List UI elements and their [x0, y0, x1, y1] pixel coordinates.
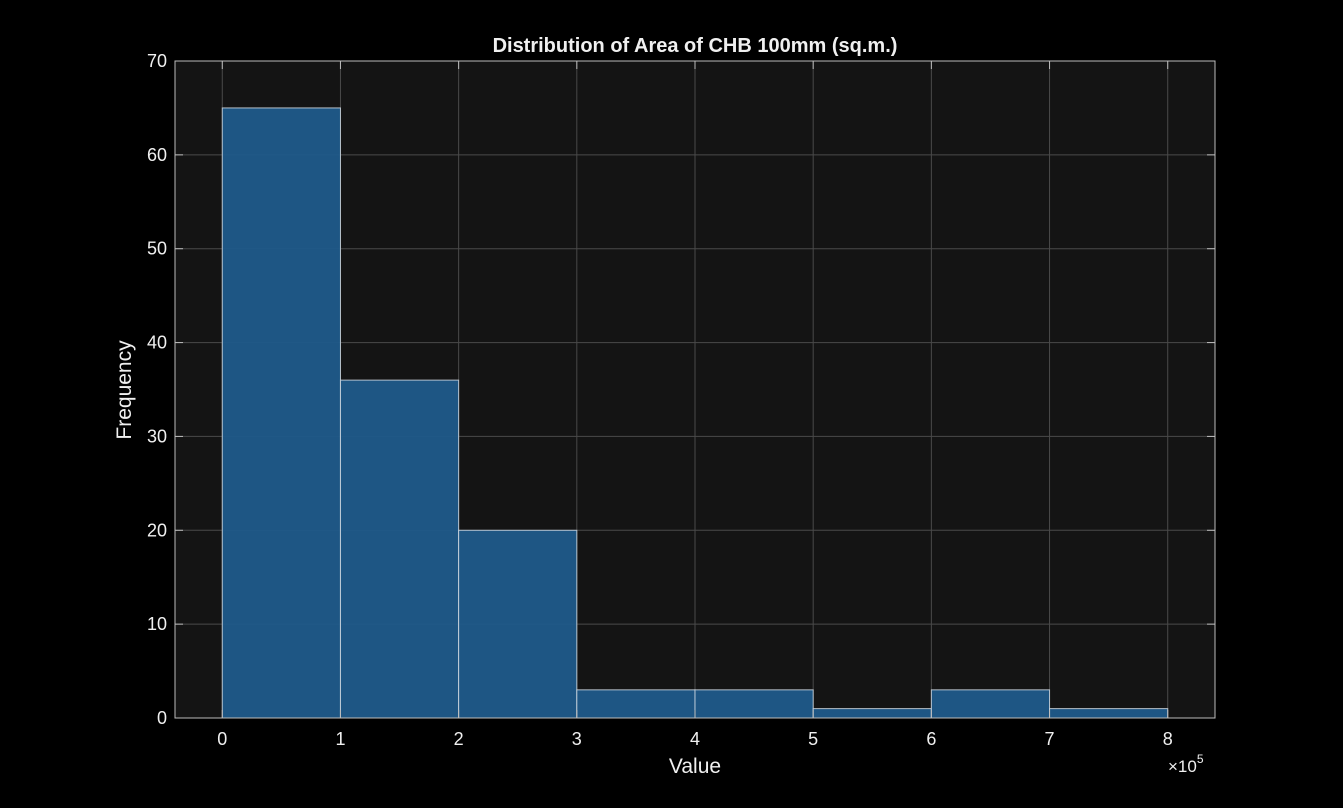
x-tick-label-6: 6 — [926, 729, 936, 749]
y-tick-label-6: 60 — [147, 145, 167, 165]
y-tick-label-4: 40 — [147, 333, 167, 353]
x-tick-label-1: 1 — [335, 729, 345, 749]
histogram-bar-0 — [221, 107, 341, 719]
ticks — [175, 60, 1215, 719]
x-multiplier-base: ×10 — [1168, 757, 1197, 776]
x-tick-label-8: 8 — [1163, 729, 1173, 749]
histogram-bar-4 — [694, 689, 814, 719]
x-tick-label-7: 7 — [1045, 729, 1055, 749]
histogram-bar-5 — [812, 708, 932, 719]
x-axis-exponent-label: ×105 — [1168, 752, 1204, 776]
chart-title: Distribution of Area of CHB 100mm (sq.m.… — [493, 35, 898, 57]
x-tick-label-4: 4 — [690, 729, 700, 749]
x-tick-label-5: 5 — [808, 729, 818, 749]
tick-labels: 0 1 2 3 4 5 6 7 8 0 10 20 30 40 50 60 70 — [147, 51, 1173, 749]
y-tick-label-1: 10 — [147, 614, 167, 634]
histogram-bar-6 — [930, 689, 1051, 719]
x-tick-label-2: 2 — [454, 729, 464, 749]
histogram-bar-1 — [339, 379, 460, 719]
histogram-bar-3 — [576, 689, 696, 719]
x-tick-label-3: 3 — [572, 729, 582, 749]
y-tick-label-0: 0 — [157, 708, 167, 728]
x-axis-label: Value — [669, 755, 721, 778]
histogram-bar-2 — [458, 529, 578, 719]
y-tick-label-5: 50 — [147, 239, 167, 259]
y-tick-label-7: 70 — [147, 51, 167, 71]
bars — [221, 107, 1169, 719]
x-multiplier-exponent: 5 — [1197, 752, 1204, 766]
y-tick-label-3: 30 — [147, 426, 167, 446]
y-axis-label: Frequency — [113, 340, 136, 440]
histogram-bar-7 — [1049, 708, 1169, 719]
x-tick-label-0: 0 — [217, 729, 227, 749]
y-tick-label-2: 20 — [147, 520, 167, 540]
